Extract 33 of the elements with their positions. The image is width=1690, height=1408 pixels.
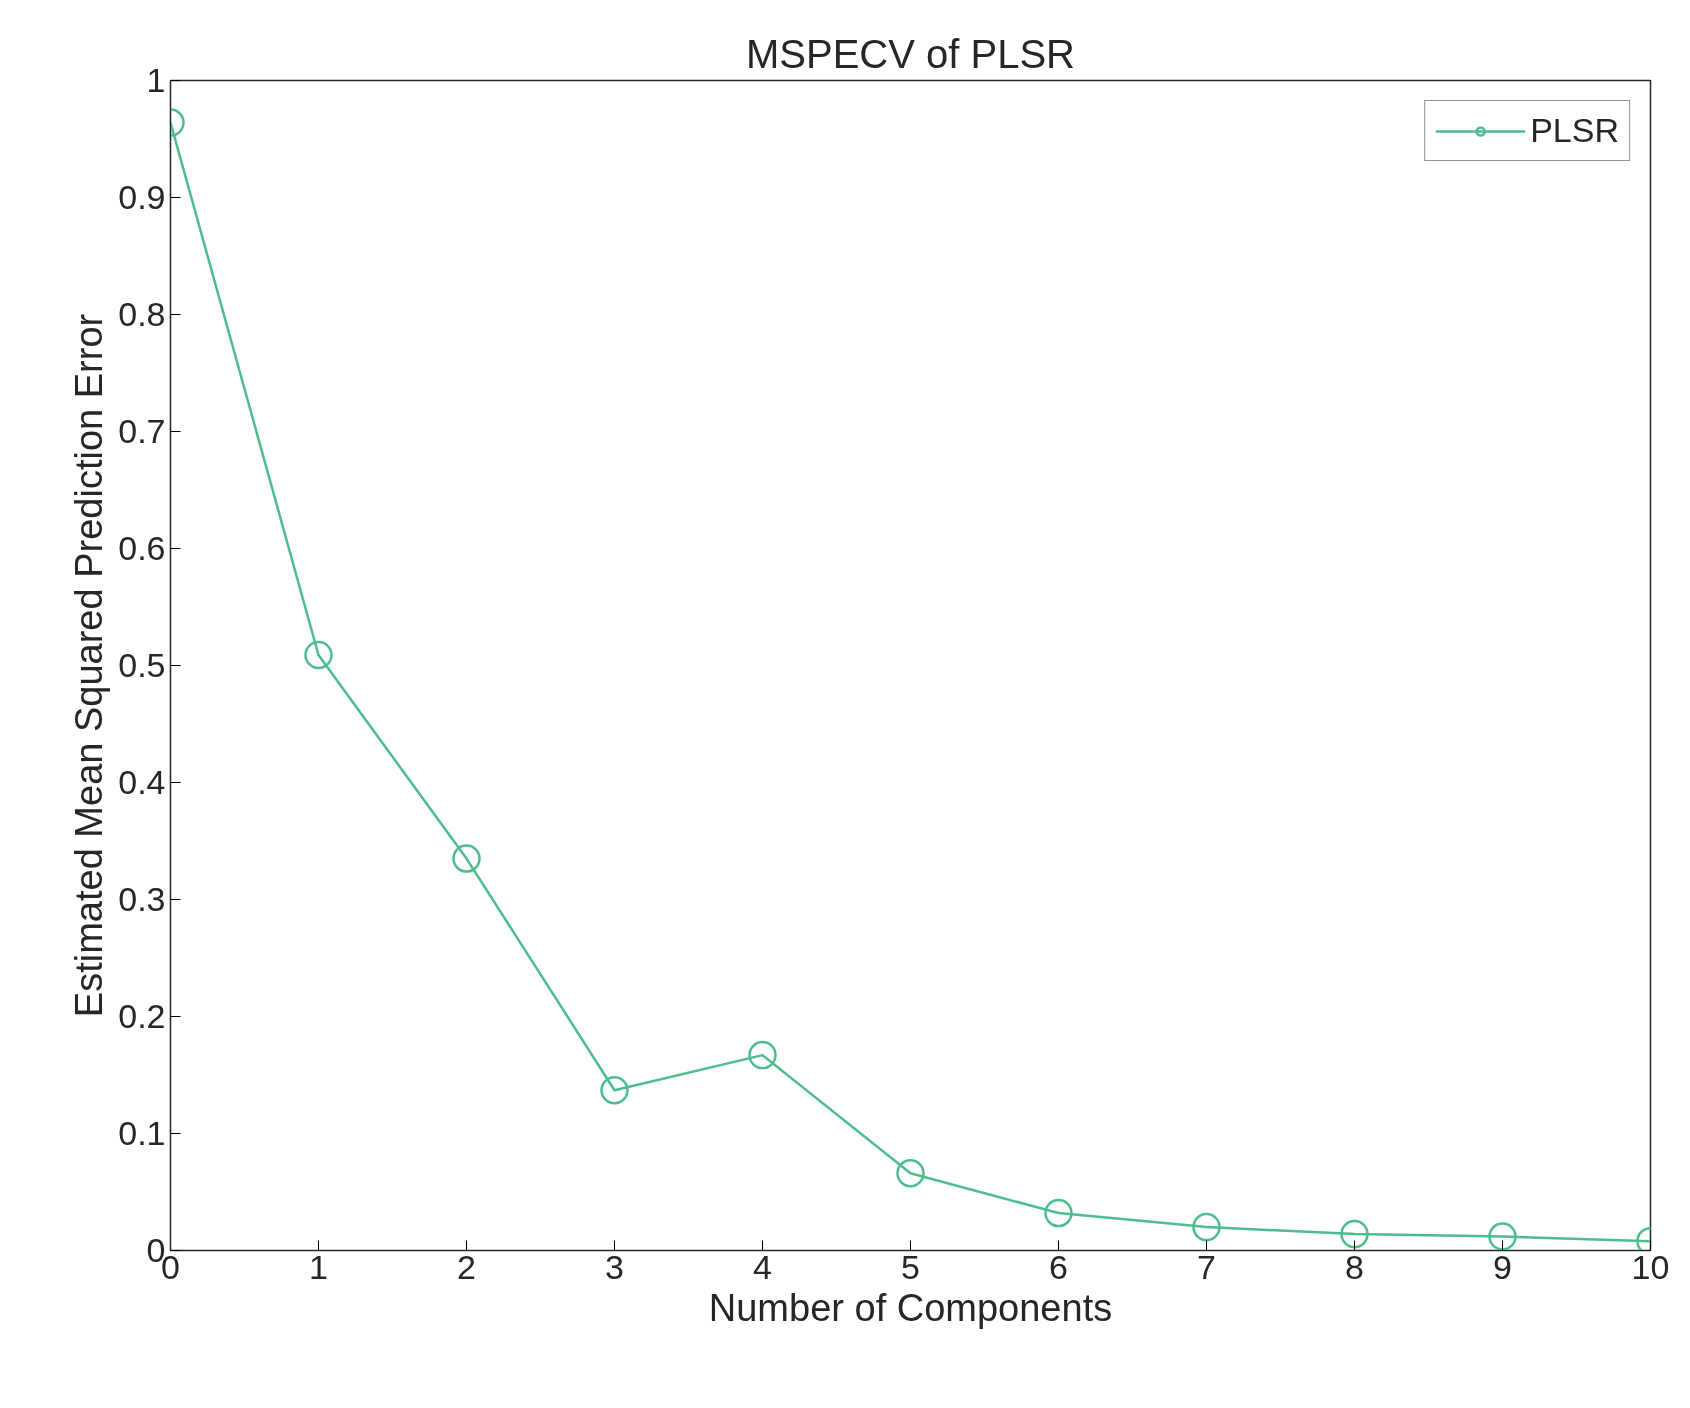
- x-tick-label: 9: [1493, 1247, 1512, 1286]
- x-tick-label: 7: [1197, 1247, 1216, 1286]
- point: [896, 1159, 925, 1188]
- chart-title: MSPECV of PLSR: [746, 31, 1076, 76]
- x-tick-label: 2: [457, 1247, 476, 1286]
- x-axis-title: Number of Components: [708, 1286, 1113, 1329]
- point: [1488, 1222, 1517, 1251]
- x-tick-label: 10: [1631, 1247, 1670, 1286]
- y-tick-label: 0.1: [118, 1114, 166, 1152]
- y-tick-label: 0.6: [118, 529, 166, 567]
- x-tick-label: 6: [1049, 1247, 1068, 1286]
- point: [748, 1040, 777, 1070]
- y-tick-label: 0.5: [118, 646, 166, 684]
- y-tick-label: 0.7: [118, 412, 166, 450]
- x-tick-label: 5: [901, 1247, 920, 1286]
- point: [600, 1075, 629, 1105]
- x-tick-label: 1: [309, 1247, 328, 1286]
- legend-label: PLSR: [1530, 111, 1619, 150]
- x-tick-label: 8: [1345, 1247, 1364, 1286]
- y-tick-label: 1: [146, 61, 166, 99]
- x-tick-label: 3: [605, 1247, 624, 1286]
- point: [1044, 1198, 1073, 1228]
- point: [452, 844, 481, 873]
- y-tick-label: 0.3: [118, 880, 166, 918]
- point: [1192, 1212, 1221, 1242]
- y-tick-label: 0.9: [118, 178, 166, 216]
- y-tick-label: 0.4: [118, 763, 166, 801]
- y-axis-title: Estimated Mean Squared Prediction Error: [68, 313, 111, 1018]
- x-tick-label: 4: [753, 1247, 772, 1286]
- point: [1340, 1219, 1369, 1249]
- y-tick-label: 0.8: [118, 295, 166, 333]
- y-tick-label: 0.2: [118, 997, 166, 1035]
- point: [304, 640, 333, 670]
